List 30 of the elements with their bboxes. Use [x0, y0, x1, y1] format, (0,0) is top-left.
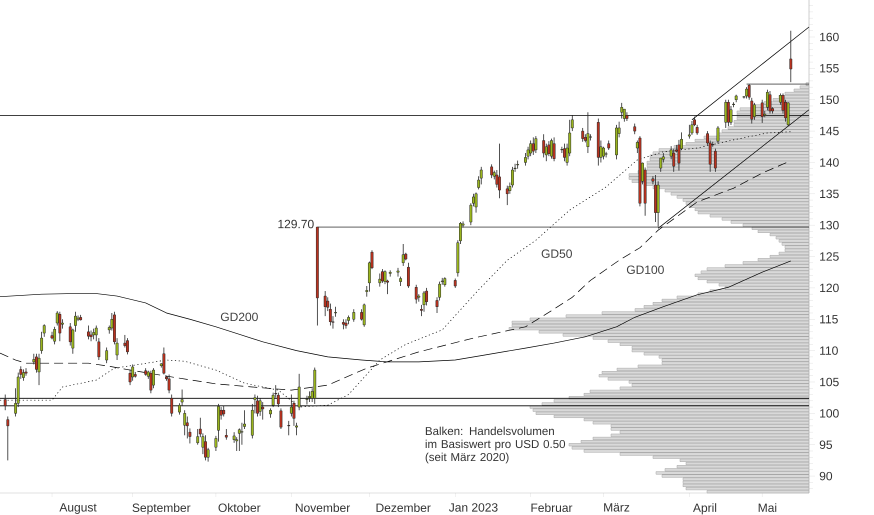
y-tick-label: 110 [820, 346, 838, 355]
y-tick-label: 125 [820, 252, 839, 261]
y-tick-label: 100 [820, 409, 839, 418]
y-tick-label: 160 [820, 32, 839, 42]
x-tick-label: Dezember [376, 503, 431, 512]
x-tick-label: April [692, 503, 716, 514]
x-tick-label: Mai [758, 503, 776, 512]
series-label: GD200 [220, 312, 258, 322]
y-tick-label: 120 [820, 284, 839, 292]
y-tick-label: 145 [820, 126, 839, 136]
x-tick-label: August [59, 503, 97, 514]
y-tick-label: 105 [820, 378, 839, 386]
y-tick-label: 135 [820, 190, 839, 198]
annotation: 129.70 [278, 220, 314, 228]
x-tick-label: März [604, 503, 630, 512]
y-tick-label: 140 [820, 158, 839, 167]
y-tick-label: 150 [820, 95, 839, 104]
x-tick-label: September [132, 503, 190, 514]
series-label: GD100 [626, 266, 664, 274]
y-tick-label: 90 [820, 472, 832, 480]
x-tick-label: November [296, 503, 350, 512]
y-tick-label: 95 [820, 440, 832, 449]
y-tick-label: 130 [820, 220, 839, 230]
series-label: GD50 [542, 249, 572, 258]
x-tick-label: Oktober [218, 503, 260, 512]
x-tick-label: Jan 2023 [448, 503, 498, 512]
annotation: Balken: Handelsvolumen im Basiswert pro USD 0.50 (seit März 2020) [426, 426, 566, 464]
y-tick-label: 115 [820, 315, 838, 324]
y-tick-label: 155 [820, 64, 839, 73]
x-tick-label: Februar [531, 503, 572, 512]
